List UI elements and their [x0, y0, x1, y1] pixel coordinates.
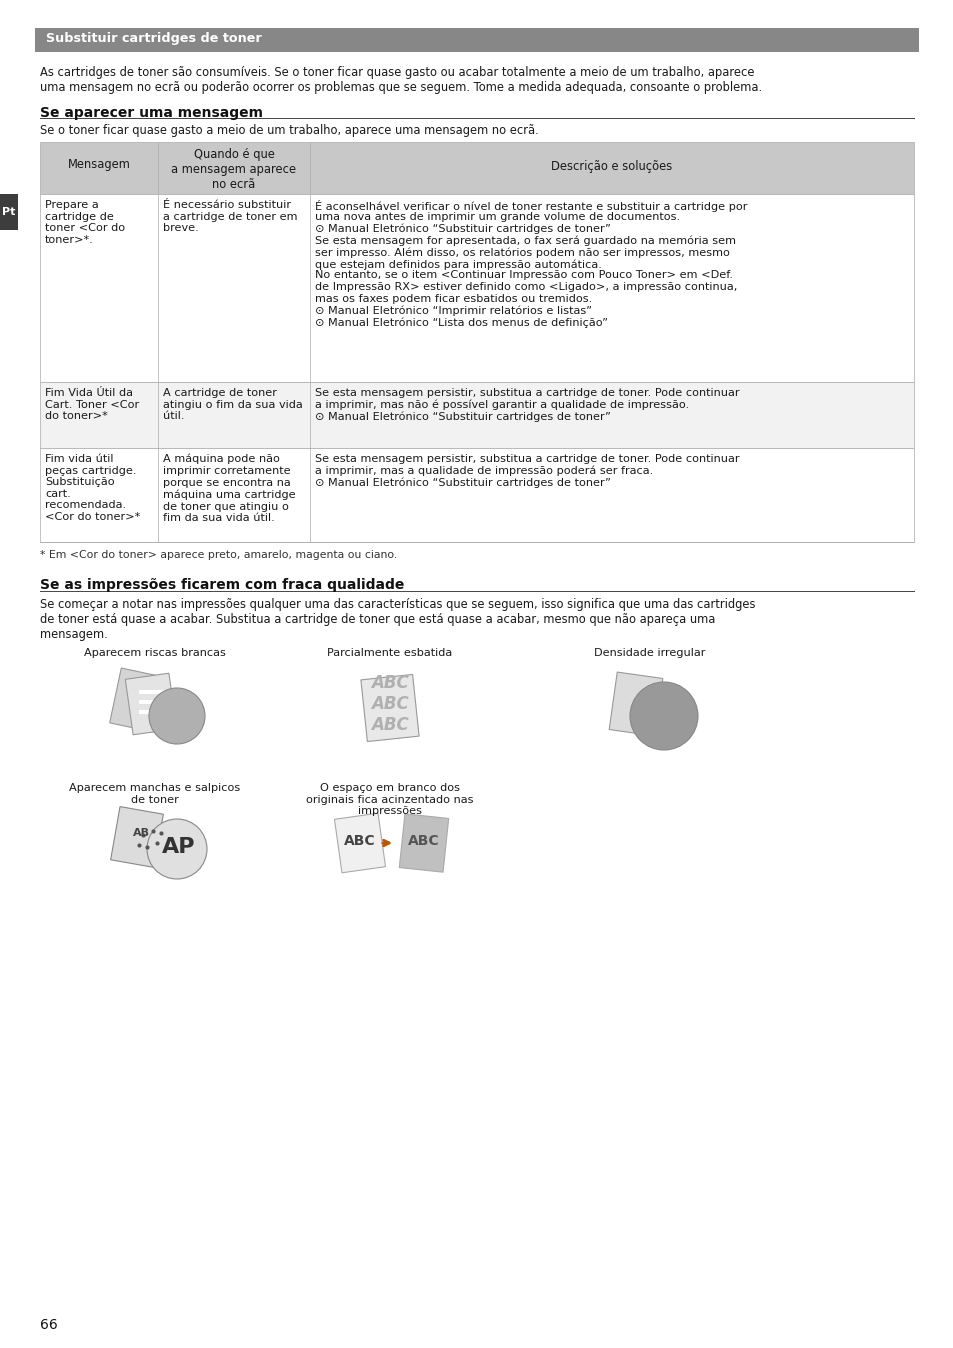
- Polygon shape: [609, 673, 662, 736]
- Polygon shape: [111, 806, 163, 867]
- Text: Pt: Pt: [2, 208, 15, 217]
- Text: ABC: ABC: [344, 834, 375, 848]
- Text: 66: 66: [40, 1318, 58, 1332]
- Text: Aparecem manchas e salpicos
de toner: Aparecem manchas e salpicos de toner: [70, 783, 240, 805]
- Text: Prepare a
cartridge de
toner <Cor do
toner>*.: Prepare a cartridge de toner <Cor do ton…: [45, 200, 125, 245]
- Text: a imprimir, mas não é possível garantir a qualidade de impressão.: a imprimir, mas não é possível garantir …: [314, 399, 688, 410]
- Polygon shape: [399, 814, 448, 872]
- Text: ABC
ABC
ABC: ABC ABC ABC: [371, 674, 409, 733]
- Text: Substituir cartridges de toner: Substituir cartridges de toner: [46, 32, 261, 44]
- Bar: [35, 28, 918, 53]
- Text: A máquina pode não
imprimir corretamente
porque se encontra na
máquina uma cartr: A máquina pode não imprimir corretamente…: [163, 454, 295, 523]
- Text: AP: AP: [162, 837, 195, 857]
- Text: Aparecem riscas brancas: Aparecem riscas brancas: [84, 648, 226, 658]
- Bar: [139, 700, 167, 704]
- Text: Fim vida útil
peças cartridge.
Substituição
cart.
recomendada.
<Cor do toner>*: Fim vida útil peças cartridge. Substitui…: [45, 454, 140, 522]
- Text: ⊙ Manual Eletrónico “Imprimir relatórios e listas”: ⊙ Manual Eletrónico “Imprimir relatórios…: [314, 305, 592, 315]
- Text: É necessário substituir
a cartridge de toner em
breve.: É necessário substituir a cartridge de t…: [163, 200, 297, 233]
- Text: a imprimir, mas a qualidade de impressão poderá ser fraca.: a imprimir, mas a qualidade de impressão…: [314, 465, 653, 476]
- Text: Se esta mensagem for apresentada, o fax será guardado na memória sem: Se esta mensagem for apresentada, o fax …: [314, 236, 735, 247]
- Text: É aconselhável verificar o nível de toner restante e substituir a cartridge por: É aconselhável verificar o nível de tone…: [314, 200, 746, 212]
- Text: * Em <Cor do toner> aparece preto, amarelo, magenta ou ciano.: * Em <Cor do toner> aparece preto, amare…: [40, 550, 396, 559]
- Circle shape: [149, 687, 205, 744]
- Text: Parcialmente esbatida: Parcialmente esbatida: [327, 648, 452, 658]
- Text: As cartridges de toner são consumíveis. Se o toner ficar quase gasto ou acabar t: As cartridges de toner são consumíveis. …: [40, 66, 761, 94]
- Text: de Impressão RX> estiver definido como <Ligado>, a impressão continua,: de Impressão RX> estiver definido como <…: [314, 282, 737, 293]
- Text: A cartridge de toner
atingiu o fim da sua vida
útil.: A cartridge de toner atingiu o fim da su…: [163, 388, 302, 421]
- Circle shape: [629, 682, 698, 749]
- Text: Se esta mensagem persistir, substitua a cartridge de toner. Pode continuar: Se esta mensagem persistir, substitua a …: [314, 454, 739, 464]
- Text: O espaço em branco dos
originais fica acinzentado nas
impressões: O espaço em branco dos originais fica ac…: [306, 783, 474, 816]
- Text: ⊙ Manual Eletrónico “Lista dos menus de definição”: ⊙ Manual Eletrónico “Lista dos menus de …: [314, 318, 607, 329]
- Text: uma nova antes de imprimir um grande volume de documentos.: uma nova antes de imprimir um grande vol…: [314, 212, 679, 221]
- Text: AB: AB: [132, 828, 150, 838]
- Text: Fim Vida Útil da
Cart. Toner <Cor
do toner>*: Fim Vida Útil da Cart. Toner <Cor do ton…: [45, 388, 139, 421]
- Polygon shape: [335, 813, 385, 872]
- Bar: [40, 194, 913, 381]
- Text: ⊙ Manual Eletrónico “Substituir cartridges de toner”: ⊙ Manual Eletrónico “Substituir cartridg…: [314, 477, 610, 488]
- Text: Se esta mensagem persistir, substitua a cartridge de toner. Pode continuar: Se esta mensagem persistir, substitua a …: [314, 388, 739, 398]
- Text: Se aparecer uma mensagem: Se aparecer uma mensagem: [40, 106, 263, 120]
- Text: ser impresso. Além disso, os relatórios podem não ser impressos, mesmo: ser impresso. Além disso, os relatórios …: [314, 248, 729, 257]
- Polygon shape: [110, 669, 164, 732]
- Bar: [40, 448, 913, 542]
- Polygon shape: [360, 674, 418, 741]
- Text: Se as impressões ficarem com fraca qualidade: Se as impressões ficarem com fraca quali…: [40, 578, 404, 592]
- Bar: [40, 381, 913, 448]
- Text: Mensagem: Mensagem: [68, 158, 131, 171]
- Text: ⊙ Manual Eletrónico “Substituir cartridges de toner”: ⊙ Manual Eletrónico “Substituir cartridg…: [314, 411, 610, 422]
- Circle shape: [147, 820, 207, 879]
- Polygon shape: [125, 673, 176, 735]
- Text: Quando é que
a mensagem aparece
no ecrã: Quando é que a mensagem aparece no ecrã: [172, 148, 296, 191]
- Bar: [139, 690, 167, 694]
- Text: ⊙ Manual Eletrónico “Substituir cartridges de toner”: ⊙ Manual Eletrónico “Substituir cartridg…: [314, 222, 610, 233]
- Text: ABC: ABC: [408, 834, 439, 848]
- Text: No entanto, se o item <Continuar Impressão com Pouco Toner> em <Def.: No entanto, se o item <Continuar Impress…: [314, 271, 732, 280]
- Text: Se o toner ficar quase gasto a meio de um trabalho, aparece uma mensagem no ecrã: Se o toner ficar quase gasto a meio de u…: [40, 124, 538, 137]
- Text: mas os faxes podem ficar esbatidos ou tremidos.: mas os faxes podem ficar esbatidos ou tr…: [314, 294, 592, 303]
- Bar: [0, 194, 18, 231]
- Bar: [139, 710, 167, 714]
- Text: Densidade irregular: Densidade irregular: [594, 648, 705, 658]
- Text: que estejam definidos para impressão automática.: que estejam definidos para impressão aut…: [314, 259, 601, 270]
- Text: Descrição e soluções: Descrição e soluções: [551, 160, 672, 173]
- Bar: [40, 142, 913, 194]
- Text: Se começar a notar nas impressões qualquer uma das características que se seguem: Se começar a notar nas impressões qualqu…: [40, 599, 755, 642]
